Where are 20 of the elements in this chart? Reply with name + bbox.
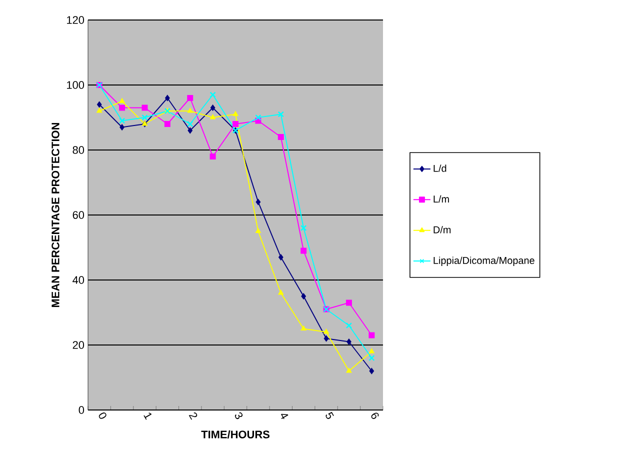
y-tick-label: 40 xyxy=(72,276,84,284)
y-tick-label: 0 xyxy=(78,406,84,414)
legend-label: L/m xyxy=(434,195,449,203)
y-tick-label: 120 xyxy=(67,16,84,24)
legend-label: L/d xyxy=(434,164,446,172)
y-tick-label: 100 xyxy=(67,81,84,89)
x-tick-label: 3 xyxy=(234,412,243,420)
x-tick-label: 0 xyxy=(98,412,106,419)
legend-label: D/m xyxy=(434,226,451,234)
y-axis-title: MEAN PERCENTAGE PROTECTION xyxy=(52,123,60,308)
legend-label: Lippia/Dicoma/Mopane xyxy=(434,256,534,266)
x-tick-label: 4 xyxy=(280,414,288,420)
x-tick-label: 5 xyxy=(326,412,334,419)
y-tick-label: 20 xyxy=(72,341,84,349)
x-tick-label: 2 xyxy=(188,412,198,420)
x-tick-label: 6 xyxy=(371,412,379,419)
y-tick-label: 60 xyxy=(72,211,84,219)
x-axis-title: TIME/HOURS xyxy=(201,430,270,438)
x-tick-label: 1 xyxy=(144,412,152,420)
y-tick-label: 80 xyxy=(72,146,84,154)
